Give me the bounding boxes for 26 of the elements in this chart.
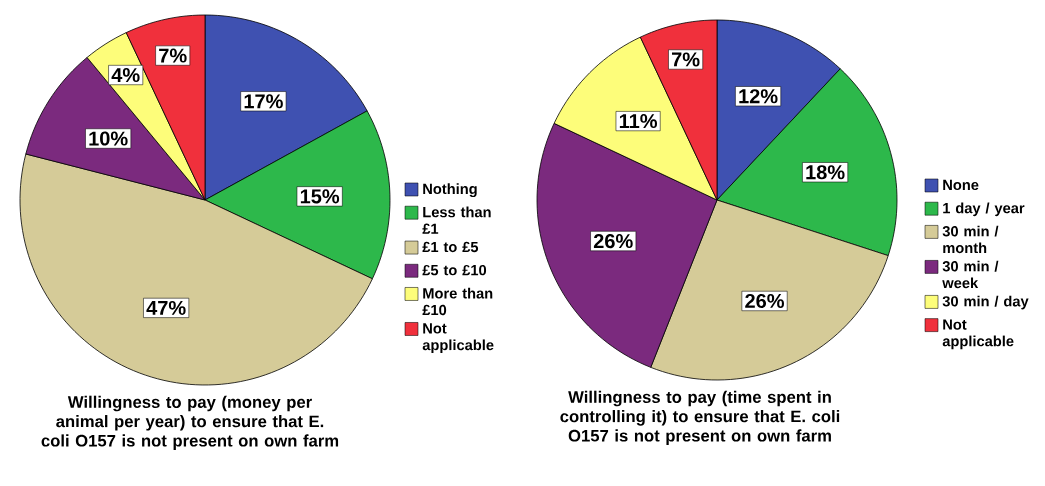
data-label: 47% [146,300,186,315]
data-label: 11% [619,114,658,129]
data-label: 7% [672,52,700,67]
data-label: 15% [300,189,340,204]
text: Willingness to pay (time spent in controlling it) to ensure that E. coli O157 is not present on own farm [560,390,840,445]
legend-label: Not applicable [942,319,1014,350]
data-label: 12% [739,89,778,104]
legend-label: None [943,179,979,191]
legend-label: 30 min / day [942,295,1029,310]
data-label: 10% [89,131,128,146]
data-label: 4% [111,68,140,83]
data-label: 17% [244,94,283,109]
legend-label: More than £10 [422,287,493,316]
legend-label: £1 to £5 [422,241,479,253]
data-label: 26% [745,293,785,309]
legend-label: 1 day / year [943,202,1025,217]
legend-label: Nothing [423,183,477,198]
legend-label: 30 min / week [942,260,999,289]
data-label: 7% [159,48,187,63]
legend-label: 30 min / month [942,225,999,254]
legend-label: Less than £1 [422,206,491,234]
data-label: 18% [806,165,845,180]
legend-label: £5 to £10 [422,264,487,276]
legend-label: Not applicable [422,323,494,354]
text: Willingness to pay (money per animal per year) to ensure that E. coli O157 is not present on own farm [41,395,339,450]
data-label: 26% [593,233,633,249]
